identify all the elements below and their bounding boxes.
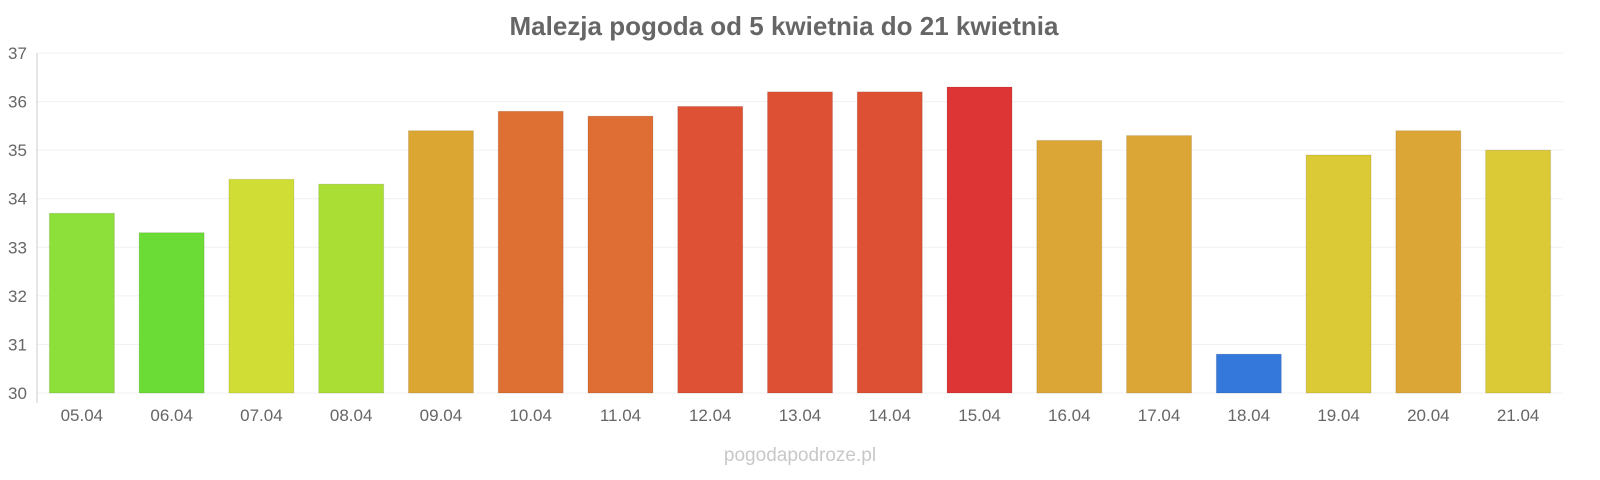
x-tick-label: 05.04 bbox=[61, 406, 104, 425]
bar-15.04 bbox=[946, 86, 1013, 394]
bar-10.04 bbox=[497, 110, 564, 394]
y-tick-label: 34 bbox=[8, 190, 27, 209]
x-tick-label: 21.04 bbox=[1497, 406, 1540, 425]
x-tick-label: 15.04 bbox=[958, 406, 1001, 425]
bar-18.04 bbox=[1215, 353, 1282, 394]
bar-20.04 bbox=[1395, 130, 1462, 394]
x-tick-label: 12.04 bbox=[689, 406, 732, 425]
bar-16.04 bbox=[1036, 139, 1103, 394]
x-tick-label: 08.04 bbox=[330, 406, 373, 425]
bar-12.04 bbox=[677, 105, 744, 394]
x-tick-label: 11.04 bbox=[600, 406, 641, 425]
x-tick-label: 19.04 bbox=[1317, 406, 1360, 425]
y-tick-label: 36 bbox=[8, 93, 27, 112]
x-tick-label: 17.04 bbox=[1138, 406, 1181, 425]
bar-09.04 bbox=[407, 130, 474, 394]
bar-19.04 bbox=[1305, 154, 1372, 394]
x-tick-label: 06.04 bbox=[150, 406, 193, 425]
bar-14.04 bbox=[856, 91, 923, 394]
x-tick-label: 16.04 bbox=[1048, 406, 1091, 425]
x-tick-label: 09.04 bbox=[420, 406, 463, 425]
y-tick-label: 35 bbox=[8, 141, 27, 160]
bar-13.04 bbox=[767, 91, 833, 394]
x-tick-label: 10.04 bbox=[509, 406, 552, 425]
x-tick-label: 20.04 bbox=[1407, 406, 1450, 425]
bar-11.04 bbox=[587, 115, 654, 394]
y-tick-label: 33 bbox=[8, 238, 27, 257]
x-tick-label: 18.04 bbox=[1228, 406, 1271, 425]
bar-08.04 bbox=[318, 183, 385, 394]
bar-21.04 bbox=[1485, 149, 1552, 394]
bar-05.04 bbox=[48, 212, 115, 394]
y-tick-label: 37 bbox=[8, 44, 27, 63]
bar-07.04 bbox=[228, 178, 295, 394]
chart-title: Malezja pogoda od 5 kwietnia do 21 kwiet… bbox=[509, 11, 1059, 41]
x-tick-label: 13.04 bbox=[779, 406, 822, 425]
y-tick-label: 31 bbox=[8, 335, 27, 354]
credit-text: pogodapodroze.pl bbox=[724, 445, 876, 466]
bar-06.04 bbox=[138, 232, 205, 394]
y-tick-label: 32 bbox=[8, 287, 27, 306]
x-tick-label: 14.04 bbox=[868, 406, 911, 425]
x-tick-label: 07.04 bbox=[240, 406, 283, 425]
y-tick-label: 30 bbox=[8, 384, 27, 403]
bar-17.04 bbox=[1126, 135, 1193, 394]
